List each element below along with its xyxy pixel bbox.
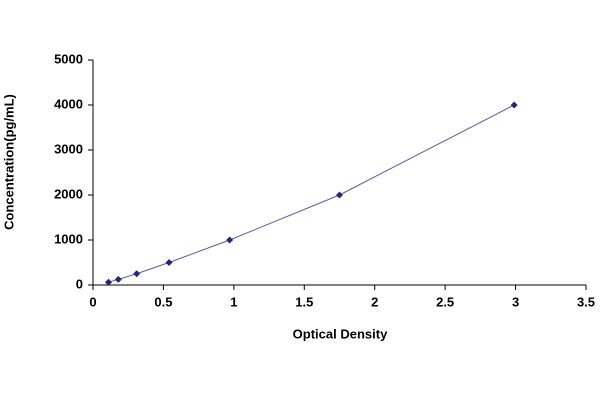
y-tick-label: 2000 [54,186,83,201]
x-tick-label: 3 [512,294,519,309]
data-point [336,191,343,199]
x-tick-label: 3.5 [577,294,595,309]
x-tick-label: 0.5 [154,294,172,309]
y-tick-label: 1000 [54,231,83,246]
data-point [226,236,234,244]
data-point [165,259,173,266]
fit-line [108,104,515,283]
data-point [510,101,518,109]
x-tick-label: 1.5 [295,294,313,309]
x-tick-label: 2.5 [436,294,454,309]
y-tick-label: 3000 [54,141,83,156]
x-tick-label: 1 [230,294,237,309]
y-tick-label: 0 [76,276,83,291]
x-tick-label: 0 [89,294,96,309]
x-axis-label: Optical Density [293,326,388,341]
y-tick-label: 5000 [54,51,83,66]
x-tick-label: 2 [371,294,378,309]
data-point [104,278,112,286]
y-tick-label: 4000 [54,96,83,111]
data-point [133,270,141,278]
y-axis-label: Concentration(pg/mL) [1,94,16,230]
data-point [114,275,122,283]
